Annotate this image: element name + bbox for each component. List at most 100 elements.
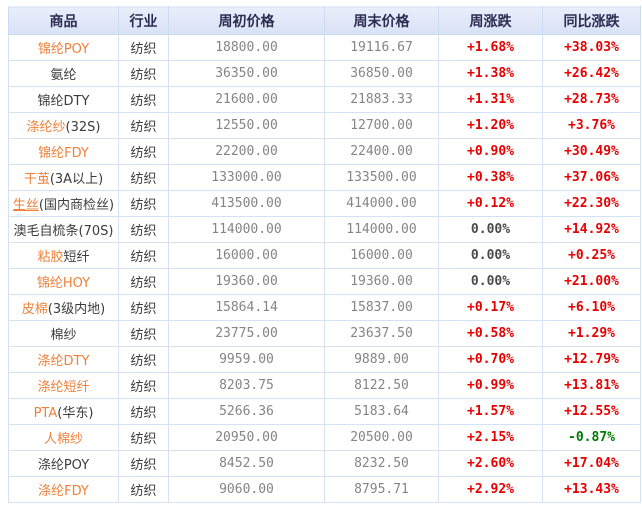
yoy-change: +22.30%	[542, 190, 641, 217]
industry-cell: 纺织	[118, 164, 169, 191]
commodity-link[interactable]: 涤纶DTY	[37, 354, 90, 369]
commodity-cell: 涤纶纱(32S)	[8, 112, 119, 139]
week-start-price: 36350.00	[168, 60, 325, 87]
week-end-price: 9889.00	[324, 346, 439, 373]
weekly-change: +0.70%	[438, 346, 543, 373]
commodity-cell: 涤纶短纤	[8, 372, 119, 399]
commodity-cell: 锦纶POY	[8, 34, 119, 61]
commodity-name-text: (华东)	[57, 406, 94, 421]
table-row: 涤纶DTY 纺织 9959.00 9889.00 +0.70% +12.79%	[8, 346, 641, 373]
weekly-change: +1.68%	[438, 34, 543, 61]
weekly-change: +0.12%	[438, 190, 543, 217]
commodity-cell: 人棉纱	[8, 424, 119, 451]
weekly-change: +0.90%	[438, 138, 543, 165]
industry-cell: 纺织	[118, 60, 169, 87]
commodity-price-table: 商品 行业 周初价格 周末价格 周涨跌 同比涨跌 锦纶POY 纺织 18800.…	[8, 6, 641, 503]
commodity-name-text: 涤纶POY	[37, 458, 90, 473]
header-yoy-change: 同比涨跌	[542, 6, 641, 35]
week-start-price: 8203.75	[168, 372, 325, 399]
week-start-price: 413500.00	[168, 190, 325, 217]
weekly-change: +0.99%	[438, 372, 543, 399]
commodity-link[interactable]: PTA	[33, 406, 58, 421]
weekly-change: +2.60%	[438, 450, 543, 477]
yoy-change: +1.29%	[542, 320, 641, 347]
commodity-link[interactable]: 生丝	[12, 198, 39, 213]
yoy-change: -0.87%	[542, 424, 641, 451]
commodity-cell: 皮棉(3级内地)	[8, 294, 119, 321]
week-end-price: 114000.00	[324, 216, 439, 243]
yoy-change: +13.81%	[542, 372, 641, 399]
week-end-price: 133500.00	[324, 164, 439, 191]
yoy-change: +12.55%	[542, 398, 641, 425]
commodity-cell: 锦纶DTY	[8, 86, 119, 113]
week-start-price: 23775.00	[168, 320, 325, 347]
commodity-link[interactable]: 锦纶POY	[37, 42, 90, 57]
commodity-cell: 锦纶HOY	[8, 268, 119, 295]
commodity-link[interactable]: 干茧	[23, 172, 50, 187]
week-end-price: 23637.50	[324, 320, 439, 347]
week-start-price: 5266.36	[168, 398, 325, 425]
week-start-price: 9060.00	[168, 476, 325, 503]
week-end-price: 36850.00	[324, 60, 439, 87]
weekly-change: +0.17%	[438, 294, 543, 321]
yoy-change: +0.25%	[542, 242, 641, 269]
industry-cell: 纺织	[118, 86, 169, 113]
industry-cell: 纺织	[118, 216, 169, 243]
table-header: 商品 行业 周初价格 周末价格 周涨跌 同比涨跌	[8, 6, 641, 35]
yoy-change: +28.73%	[542, 86, 641, 113]
industry-cell: 纺织	[118, 320, 169, 347]
industry-cell: 纺织	[118, 476, 169, 503]
header-weekly-change: 周涨跌	[438, 6, 543, 35]
header-week-start-price: 周初价格	[168, 6, 325, 35]
industry-cell: 纺织	[118, 190, 169, 217]
commodity-name-text: 澳毛自梳条(70S)	[13, 224, 114, 239]
header-industry: 行业	[118, 6, 169, 35]
commodity-link[interactable]: 人棉纱	[43, 432, 83, 447]
industry-cell: 纺织	[118, 398, 169, 425]
commodity-link[interactable]: 锦纶HOY	[36, 276, 91, 291]
commodity-link[interactable]: 皮棉	[21, 302, 48, 317]
week-end-price: 12700.00	[324, 112, 439, 139]
yoy-change: +3.76%	[542, 112, 641, 139]
week-start-price: 16000.00	[168, 242, 325, 269]
industry-cell: 纺织	[118, 450, 169, 477]
commodity-name-text: (3级内地)	[47, 302, 106, 317]
week-end-price: 16000.00	[324, 242, 439, 269]
yoy-change: +12.79%	[542, 346, 641, 373]
weekly-change: +2.15%	[438, 424, 543, 451]
commodity-cell: 棉纱	[8, 320, 119, 347]
week-end-price: 8122.50	[324, 372, 439, 399]
table-row: 干茧(3A以上) 纺织 133000.00 133500.00 +0.38% +…	[8, 164, 641, 191]
week-start-price: 22200.00	[168, 138, 325, 165]
commodity-link[interactable]: 涤纶FDY	[38, 484, 89, 499]
header-week-end-price: 周末价格	[324, 6, 439, 35]
commodity-name-text: 棉纱	[50, 328, 77, 343]
week-end-price: 414000.00	[324, 190, 439, 217]
table-row: PTA(华东) 纺织 5266.36 5183.64 +1.57% +12.55…	[8, 398, 641, 425]
week-start-price: 114000.00	[168, 216, 325, 243]
week-start-price: 133000.00	[168, 164, 325, 191]
commodity-link[interactable]: 锦纶FDY	[38, 146, 89, 161]
commodity-cell: 涤纶POY	[8, 450, 119, 477]
week-start-price: 19360.00	[168, 268, 325, 295]
industry-cell: 纺织	[118, 242, 169, 269]
weekly-change: 0.00%	[438, 242, 543, 269]
table-row: 涤纶纱(32S) 纺织 12550.00 12700.00 +1.20% +3.…	[8, 112, 641, 139]
weekly-change: 0.00%	[438, 216, 543, 243]
commodity-cell: 干茧(3A以上)	[8, 164, 119, 191]
commodity-link[interactable]: 涤纶短纤	[37, 380, 90, 395]
yoy-change: +21.00%	[542, 268, 641, 295]
week-start-price: 9959.00	[168, 346, 325, 373]
industry-cell: 纺织	[118, 112, 169, 139]
week-end-price: 21883.33	[324, 86, 439, 113]
table-row: 氨纶 纺织 36350.00 36850.00 +1.38% +26.42%	[8, 60, 641, 87]
week-end-price: 19116.67	[324, 34, 439, 61]
table-row: 皮棉(3级内地) 纺织 15864.14 15837.00 +0.17% +6.…	[8, 294, 641, 321]
commodity-link[interactable]: 涤纶纱	[26, 120, 66, 135]
yoy-change: +38.03%	[542, 34, 641, 61]
table-body: 锦纶POY 纺织 18800.00 19116.67 +1.68% +38.03…	[8, 34, 641, 503]
weekly-change: +1.20%	[438, 112, 543, 139]
table-row: 涤纶POY 纺织 8452.50 8232.50 +2.60% +17.04%	[8, 450, 641, 477]
commodity-link[interactable]: 粘胶	[37, 250, 64, 265]
industry-cell: 纺织	[118, 34, 169, 61]
